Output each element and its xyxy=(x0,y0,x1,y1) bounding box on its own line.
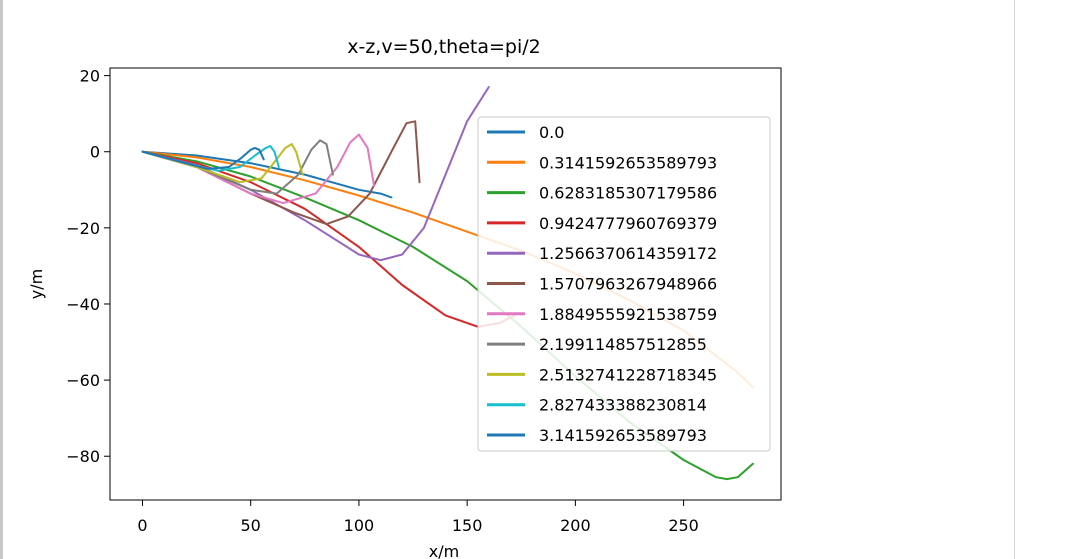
legend-label: 0.9424777960769379 xyxy=(539,214,717,233)
legend-label: 3.141592653589793 xyxy=(539,426,707,445)
y-tick-label: −20 xyxy=(66,219,100,238)
legend-label: 2.5132741228718345 xyxy=(539,365,717,384)
legend-label: 1.8849555921538759 xyxy=(539,305,717,324)
x-tick-label: 100 xyxy=(344,516,375,535)
legend-label: 1.5707963267948966 xyxy=(539,275,717,294)
x-axis: 0 50 100 150 200 250 xyxy=(137,500,699,535)
x-axis-label: x/m xyxy=(429,542,459,559)
y-tick-label: −40 xyxy=(66,295,100,314)
x-tick-label: 200 xyxy=(560,516,591,535)
y-tick-label: 20 xyxy=(80,67,100,86)
legend-label: 2.199114857512855 xyxy=(539,335,707,354)
x-tick-label: 250 xyxy=(668,516,699,535)
legend-label: 0.6283185307179586 xyxy=(539,184,717,203)
series-line-1 xyxy=(141,150,393,199)
y-tick-label: −80 xyxy=(66,447,100,466)
axes-frame xyxy=(109,67,782,501)
legend: 0.0 0.3141592653589793 0.6283185307179586 0… xyxy=(477,116,771,452)
series-line-5 xyxy=(141,86,490,262)
legend-label: 0.0 xyxy=(539,123,564,142)
legend-label: 0.3141592653589793 xyxy=(539,153,717,172)
y-tick-label: 0 xyxy=(90,143,100,162)
right-divider xyxy=(1014,0,1015,559)
chart-title: x-z,v=50,theta=pi/2 xyxy=(347,36,541,58)
series-line-8 xyxy=(141,139,334,195)
legend-label: 2.827433388230814 xyxy=(539,396,707,415)
y-tick-label: −60 xyxy=(66,371,100,390)
left-border xyxy=(0,0,3,559)
series-line-7 xyxy=(141,133,376,205)
y-axis: 20 0 −20 −40 −60 −80 xyxy=(66,67,110,466)
y-axis-label: y/m xyxy=(27,269,46,299)
series-line-6 xyxy=(141,120,421,226)
x-tick-label: 150 xyxy=(452,516,483,535)
x-tick-label: 0 xyxy=(137,516,147,535)
legend-box xyxy=(477,116,771,452)
x-tick-label: 50 xyxy=(241,516,261,535)
legend-label: 1.2566370614359172 xyxy=(539,244,717,263)
series-line-11 xyxy=(141,146,265,170)
